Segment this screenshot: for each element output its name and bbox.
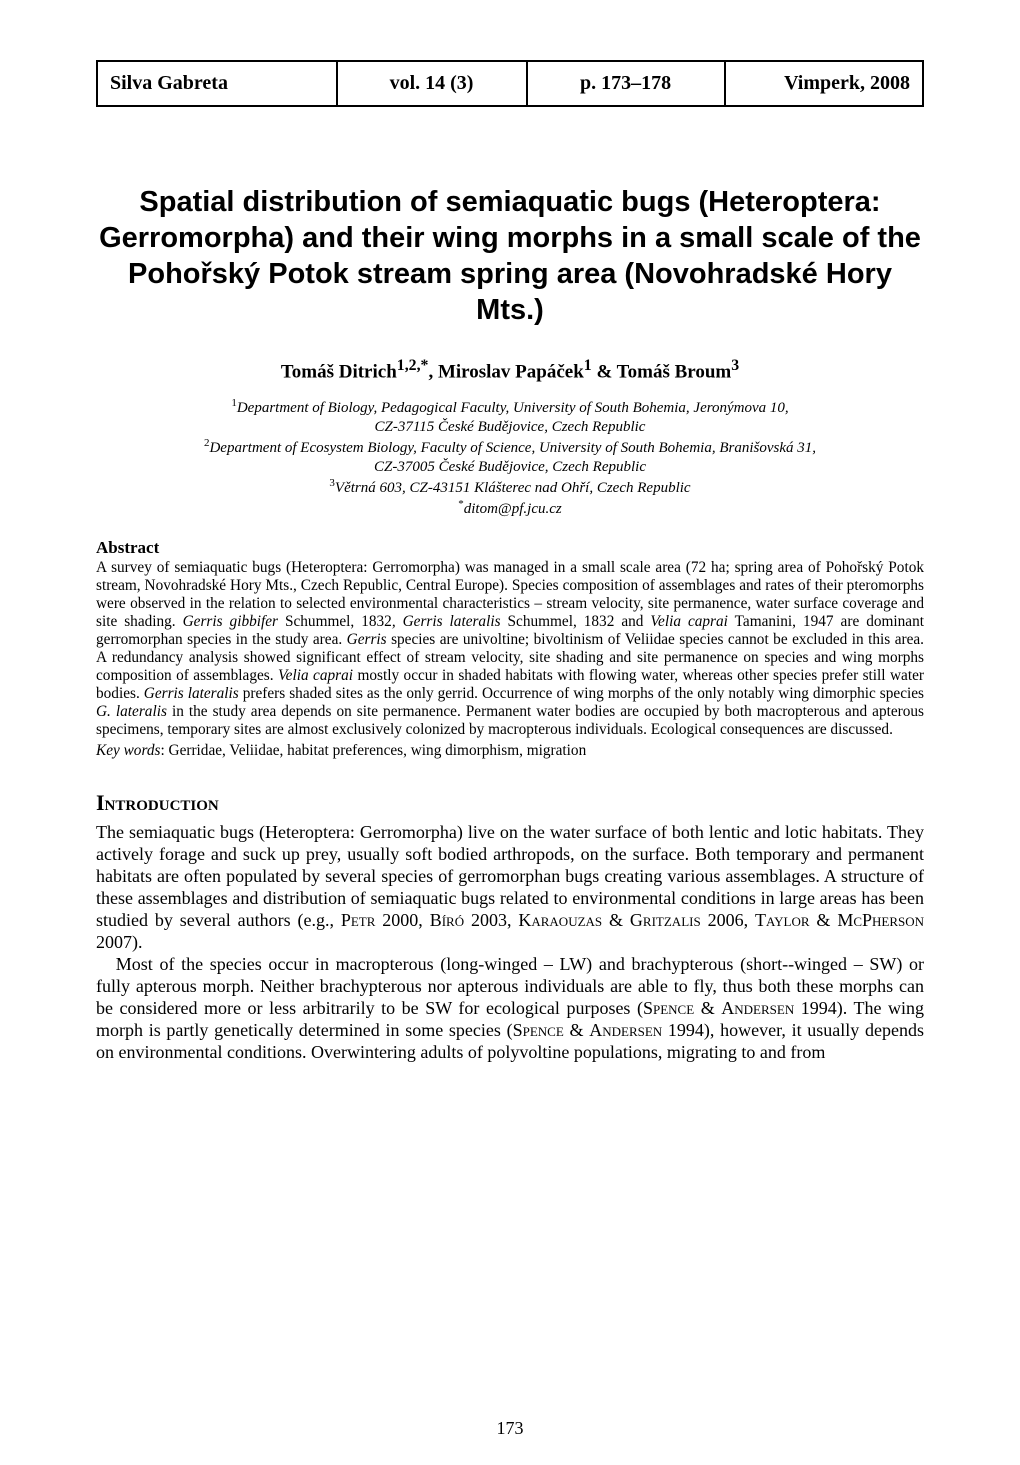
- journal-header-table: Silva Gabreta vol. 14 (3) p. 173–178 Vim…: [96, 60, 924, 107]
- author-sep-2: & Tomáš Broum: [592, 361, 732, 382]
- page-number: 173: [0, 1418, 1020, 1439]
- keywords-label: Key words: [96, 742, 160, 759]
- article-title: Spatial distribution of semiaquatic bugs…: [96, 185, 924, 329]
- author-sep-1: , Miroslav Papáček: [428, 361, 583, 382]
- keywords-text: : Gerridae, Veliidae, habitat preference…: [160, 742, 586, 759]
- corr-email: ditom@pf.jcu.cz: [464, 501, 562, 517]
- volume-cell: vol. 14 (3): [337, 61, 527, 106]
- author-1: Tomáš Ditrich: [281, 361, 397, 382]
- page: Silva Gabreta vol. 14 (3) p. 173–178 Vim…: [0, 0, 1020, 1465]
- author-1-sup: 1,2,*: [397, 357, 429, 374]
- journal-name-cell: Silva Gabreta: [97, 61, 337, 106]
- affil-3-line: Větrná 603, CZ-43151 Klášterec nad Ohří,…: [335, 480, 691, 496]
- authors-line: Tomáš Ditrich1,2,*, Miroslav Papáček1 & …: [96, 357, 924, 383]
- pages-cell: p. 173–178: [527, 61, 725, 106]
- affil-2-line2: CZ-37005 České Budějovice, Czech Republi…: [374, 459, 646, 475]
- intro-paragraph-2: Most of the species occur in macropterou…: [96, 954, 924, 1064]
- author-2-sup: 1: [584, 357, 592, 374]
- section-heading-introduction: Introduction: [96, 790, 924, 816]
- keywords-line: Key words: Gerridae, Veliidae, habitat p…: [96, 742, 924, 760]
- abstract-heading: Abstract: [96, 538, 924, 558]
- affil-1-line2: CZ-37115 České Budějovice, Czech Republi…: [375, 419, 646, 435]
- affiliations-block: 1Department of Biology, Pedagogical Facu…: [96, 397, 924, 518]
- affil-2-line1: Department of Ecosystem Biology, Faculty…: [209, 440, 816, 456]
- intro-paragraph-1: The semiaquatic bugs (Heteroptera: Gerro…: [96, 822, 924, 954]
- abstract-body: A survey of semiaquatic bugs (Heteropter…: [96, 559, 924, 738]
- issue-cell: Vimperk, 2008: [725, 61, 923, 106]
- affil-1-line1: Department of Biology, Pedagogical Facul…: [237, 400, 789, 416]
- author-3-sup: 3: [731, 357, 739, 374]
